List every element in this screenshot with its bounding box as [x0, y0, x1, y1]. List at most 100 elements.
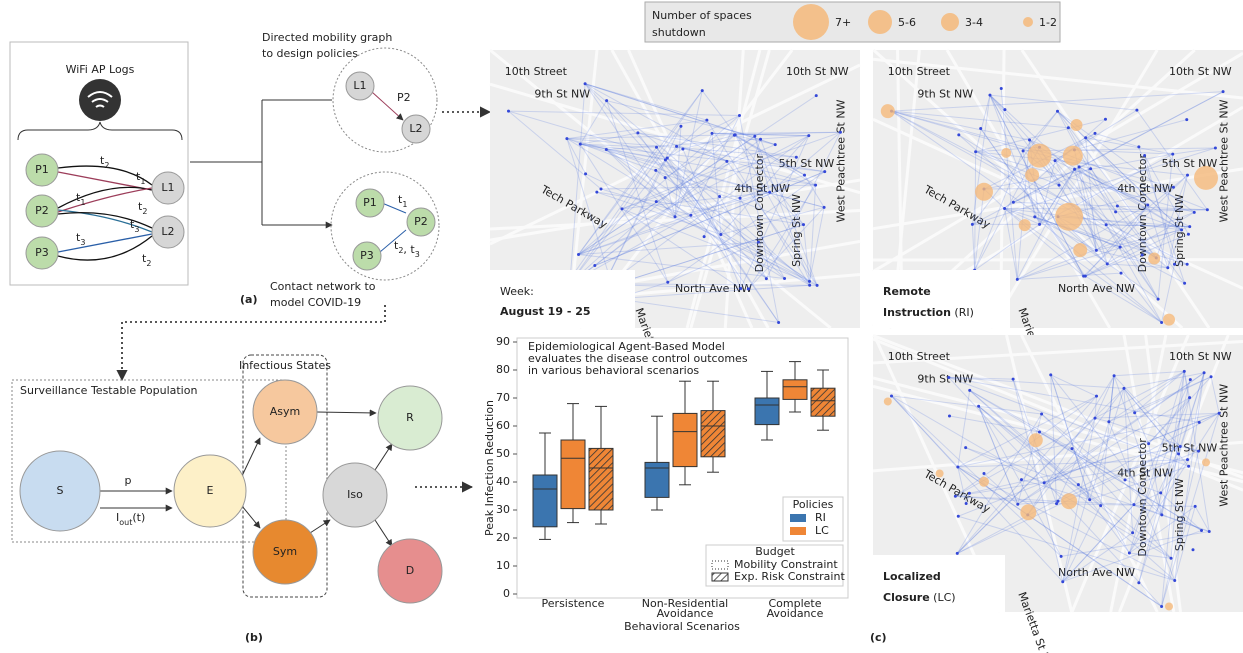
mobility-edge — [891, 91, 1224, 112]
mobility-edge — [584, 83, 728, 162]
mobility-edge — [606, 149, 818, 286]
subscript-label: t2, t3 — [394, 239, 420, 259]
mobility-edge — [566, 138, 825, 208]
shutdown-circle — [1061, 493, 1078, 510]
location-dot — [655, 145, 658, 149]
mobility-edge — [802, 224, 811, 286]
mobility-edge — [1133, 492, 1161, 506]
location-dot — [725, 159, 729, 163]
mobility-edge — [616, 284, 810, 300]
location-dot — [808, 283, 812, 287]
location-dot — [1183, 281, 1187, 285]
mobility-edge — [606, 100, 767, 279]
node — [406, 207, 436, 237]
label-box — [873, 270, 1010, 328]
mobility-edge — [1004, 208, 1084, 277]
road — [872, 376, 1243, 475]
x-tick-label: Persistence — [542, 597, 605, 610]
mobility-edge — [1083, 174, 1188, 277]
mobility-edge — [585, 173, 810, 282]
subscript: 3 — [80, 238, 85, 247]
mobility-edge — [1074, 168, 1159, 300]
mobility-edge — [1021, 479, 1090, 501]
mobility-edge — [596, 191, 722, 235]
mobility-edge — [1017, 211, 1195, 280]
mobility-edge — [989, 94, 1085, 277]
mobility-edge — [1074, 149, 1173, 155]
caption: model COVID-19 — [270, 296, 361, 309]
shutdown-circle — [1025, 168, 1040, 183]
mobility-edge — [958, 134, 1157, 259]
location-dot — [1094, 248, 1098, 252]
node — [25, 153, 59, 187]
location-dot — [803, 173, 806, 177]
mobility-edge — [1050, 374, 1091, 500]
location-dot — [1137, 581, 1141, 585]
mobility-edge — [975, 151, 1188, 176]
mobility-edge — [891, 110, 1159, 300]
title-part: Closure — [883, 591, 930, 604]
mobility-edge — [566, 138, 797, 158]
road — [989, 49, 1159, 329]
legend-box — [705, 544, 844, 587]
mobility-edge — [1039, 146, 1182, 231]
mobility-edge — [508, 110, 602, 190]
mobility-edge — [734, 134, 805, 176]
mobility-edge — [957, 412, 1220, 554]
contact-edges — [379, 202, 407, 253]
mobility-edge — [637, 132, 728, 162]
location-dot — [1099, 504, 1103, 508]
mobility-edge — [666, 157, 780, 323]
mobility-edge — [765, 132, 841, 279]
location-dot — [957, 133, 961, 137]
connector-arrows — [262, 99, 332, 225]
mobility-edge — [637, 132, 749, 290]
location-dot — [970, 222, 974, 226]
legend-title: shutdown — [652, 26, 706, 39]
location-dot — [967, 491, 971, 495]
text-part: t — [100, 154, 105, 167]
location-dot — [783, 277, 787, 281]
map-title: Remote — [883, 285, 931, 298]
mobility-edge — [1161, 413, 1220, 607]
mobility-edge — [1062, 505, 1102, 582]
street-label: Spring St NW — [1173, 194, 1186, 267]
x-tick-label: Avoidance — [657, 607, 714, 620]
location-dot — [1003, 108, 1007, 112]
mobility-edge — [606, 149, 767, 279]
location-dot — [1115, 204, 1119, 208]
location-dot — [1209, 375, 1213, 379]
location-dot — [801, 223, 805, 227]
mobility-edge — [621, 208, 818, 286]
location-dot — [815, 283, 819, 287]
location-dot — [1073, 167, 1077, 171]
street-label: 5th St NW — [779, 157, 835, 170]
text-part: t — [76, 231, 81, 244]
mobility-edge — [957, 412, 1220, 468]
street-label: 10th Street — [505, 65, 568, 78]
shutdown-circle — [975, 182, 993, 201]
location-dot — [663, 176, 667, 180]
mobility-edge — [1056, 503, 1196, 507]
node-label: E — [207, 484, 214, 497]
legend-title: Number of spaces — [652, 9, 752, 22]
mobility-edge — [655, 170, 810, 282]
location-dot — [1056, 499, 1060, 503]
location-dot — [1104, 223, 1108, 227]
street-label: Downtown Connector — [1136, 154, 1149, 273]
mobility-edge — [1039, 160, 1056, 225]
mobility-edge — [748, 206, 825, 290]
location-dot — [1135, 108, 1139, 112]
street-label: North Ave NW — [675, 282, 752, 295]
text-part: t — [76, 191, 81, 204]
mobility-edge — [566, 138, 804, 226]
mobility-edge — [711, 132, 809, 137]
mobility-edge — [1138, 372, 1205, 583]
mobility-edge — [1123, 388, 1150, 444]
mobility-edge — [674, 133, 713, 218]
mobility-edge — [1034, 216, 1097, 251]
text-part: I — [116, 511, 119, 524]
mobility-edge — [975, 95, 991, 152]
location-dot — [1160, 320, 1164, 324]
location-dot — [1173, 579, 1177, 583]
